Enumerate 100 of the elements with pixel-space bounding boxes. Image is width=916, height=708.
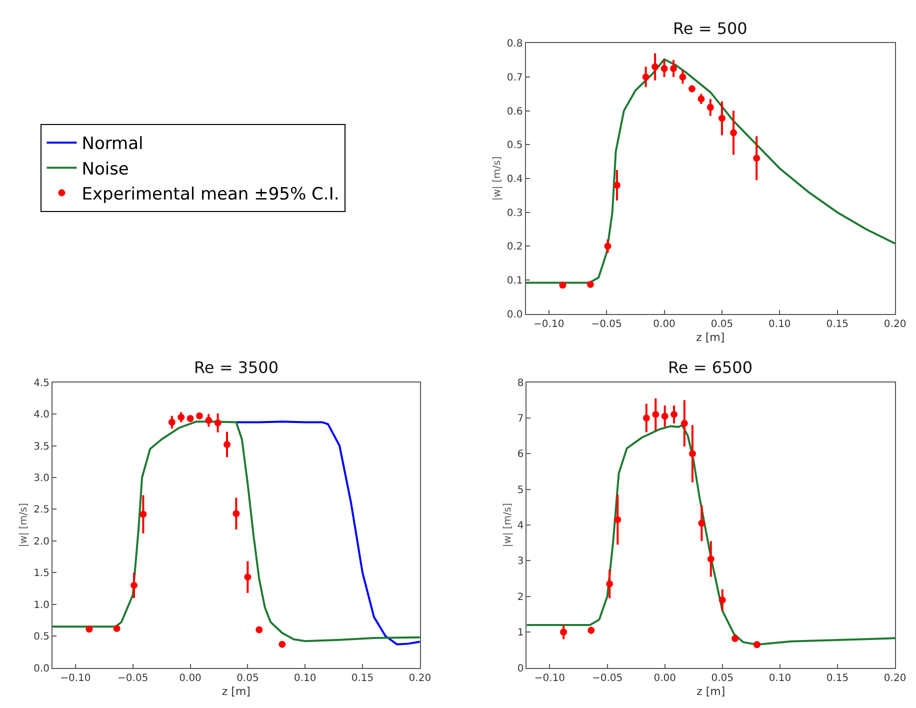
y-tick-label: 2.0 (34, 536, 50, 548)
x-tick-label: −0.05 (118, 672, 148, 684)
x-axis-title: z [m] (222, 685, 250, 698)
y-tick-label: 0.4 (506, 174, 523, 185)
point (244, 574, 252, 581)
point (256, 626, 263, 634)
x-tick-label: −0.10 (534, 318, 564, 330)
y-tick-label: 0.7 (506, 72, 523, 84)
y-axis-title: |w| [m/s] (502, 502, 514, 548)
point (730, 129, 738, 136)
point (278, 640, 286, 648)
x-tick-label: 0.10 (768, 318, 791, 330)
point (224, 440, 231, 448)
point (586, 280, 594, 288)
point (130, 582, 138, 589)
point (140, 510, 147, 518)
y-axis-title: |w| [m/s] (492, 156, 503, 201)
y-tick-label: 2.5 (34, 504, 50, 516)
y-tick-label: 0.8 (506, 38, 523, 50)
x-tick-label: −0.05 (592, 672, 623, 684)
point (232, 510, 240, 518)
x-tick-label: 0.00 (654, 672, 676, 684)
point (670, 64, 678, 72)
y-tick-label: 1 (517, 628, 524, 639)
x-axis-title: z [m] (696, 331, 725, 344)
x-tick-label: 0.10 (768, 672, 792, 684)
point (660, 64, 668, 72)
legend-label: Normal (82, 134, 144, 154)
y-tick-label: 0.3 (506, 208, 523, 219)
y-tick-label: 2 (517, 592, 524, 603)
point (688, 450, 696, 458)
point (113, 624, 120, 632)
y-axis-title: |w| [m/s] (18, 502, 30, 548)
point (186, 414, 194, 422)
point (652, 63, 659, 70)
y-tick-label: 0.6 (506, 106, 523, 118)
y-tick-label: 0.5 (506, 140, 523, 152)
point (642, 73, 650, 80)
point (588, 626, 595, 634)
point (670, 410, 678, 418)
point (642, 414, 650, 422)
x-tick-label: 0.00 (179, 672, 202, 684)
x-axis-title: z [m] (696, 685, 726, 698)
point (214, 419, 222, 426)
x-tick-label: 0.20 (408, 672, 432, 684)
legend-label: Experimental mean ±95% C.I. (82, 184, 340, 204)
point (613, 182, 620, 189)
y-tick-label: 4 (517, 520, 524, 532)
y-tick-label: 0 (517, 663, 524, 674)
x-tick-label: 0.15 (351, 672, 374, 684)
point (732, 635, 739, 642)
line-series (235, 420, 420, 646)
y-tick-label: 4.5 (34, 378, 50, 389)
point (652, 410, 660, 418)
point (559, 282, 566, 289)
point (560, 628, 568, 636)
x-tick-label: 0.05 (236, 672, 259, 684)
point (604, 242, 612, 250)
point (661, 412, 668, 420)
y-tick-label: 0.5 (34, 632, 50, 643)
point (679, 73, 686, 80)
y-tick-label: 1.5 (34, 568, 50, 580)
y-tick-label: 1.0 (34, 600, 50, 611)
x-tick-label: 0.20 (884, 318, 906, 330)
chart-title: Re = 500 (673, 19, 748, 38)
x-tick-label: 0.15 (826, 672, 849, 684)
y-tick-label: 3 (517, 556, 524, 568)
x-tick-label: 0.20 (884, 672, 906, 684)
point (698, 95, 705, 102)
point (168, 418, 176, 426)
x-tick-label: −0.10 (534, 672, 566, 684)
x-tick-label: 0.05 (710, 318, 734, 330)
point (614, 516, 622, 524)
y-tick-label: 0.2 (506, 242, 523, 253)
x-tick-label: 0.00 (653, 318, 676, 330)
y-tick-label: 0.1 (506, 276, 523, 287)
x-tick-label: 0.15 (826, 318, 848, 330)
x-tick-label: −0.05 (591, 318, 622, 330)
point (718, 596, 726, 604)
y-tick-label: 6 (517, 449, 524, 460)
point (688, 85, 696, 92)
y-tick-label: 5 (517, 484, 524, 496)
y-tick-label: 3.5 (34, 441, 50, 452)
y-tick-label: 7 (517, 414, 524, 425)
y-tick-label: 3.0 (34, 472, 50, 484)
y-tick-label: 0.0 (506, 309, 523, 320)
point (753, 641, 760, 648)
point (205, 416, 212, 424)
y-tick-label: 8 (517, 378, 524, 389)
point (196, 412, 203, 420)
legend-label: Noise (82, 159, 129, 180)
y-tick-label: 4.0 (34, 410, 50, 421)
point (606, 580, 614, 588)
y-tick-label: 0.0 (34, 663, 50, 674)
point (680, 420, 688, 427)
point (753, 154, 760, 162)
chart-title: Re = 6500 (668, 358, 753, 377)
x-tick-label: −0.10 (60, 672, 91, 684)
point (86, 626, 93, 633)
x-tick-label: 0.05 (711, 672, 734, 684)
